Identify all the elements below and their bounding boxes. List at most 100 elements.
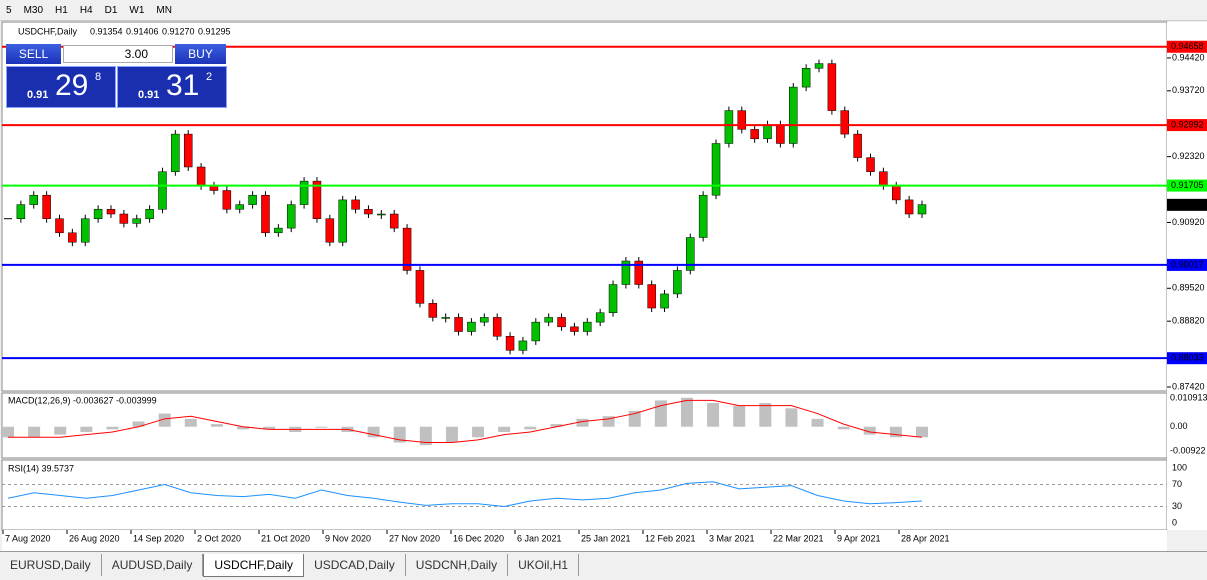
- candle: [377, 213, 386, 216]
- date-label: 14 Sep 2020: [133, 533, 184, 543]
- open: 0.91354: [90, 26, 123, 36]
- buy-button[interactable]: BUY: [175, 44, 226, 64]
- candle: [325, 218, 335, 243]
- close: 0.91295: [198, 26, 231, 36]
- macd-bar: [184, 418, 197, 427]
- ask-box[interactable]: 0.91 31 2: [117, 66, 227, 108]
- candle: [286, 204, 296, 229]
- date-label: 12 Feb 2021: [645, 533, 696, 543]
- candle: [505, 335, 515, 351]
- bid-pip: 8: [95, 71, 102, 83]
- candle: [338, 199, 347, 243]
- ask-pip: 2: [206, 71, 213, 83]
- candle: [16, 204, 26, 219]
- candle: [480, 317, 489, 323]
- candle: [647, 284, 656, 309]
- candle: [351, 199, 360, 210]
- chart-tab[interactable]: USDCNH,Daily: [406, 554, 509, 576]
- timeframe-button[interactable]: H4: [79, 5, 93, 16]
- chart-tab[interactable]: USDCAD,Daily: [304, 554, 406, 576]
- candle: [299, 180, 309, 205]
- macd-signal: [8, 399, 923, 444]
- candle: [724, 110, 734, 144]
- macd-bar: [54, 426, 67, 435]
- candle: [840, 110, 850, 135]
- timeframe-button[interactable]: 5: [6, 5, 12, 16]
- candle: [673, 270, 682, 295]
- level-label: 0.92992: [1171, 119, 1204, 129]
- timeframe-button[interactable]: MN: [156, 5, 172, 16]
- macd-bar: [498, 426, 511, 432]
- price-tick-label: 0.88820: [1172, 316, 1205, 326]
- candle: [660, 293, 669, 309]
- symbol: USDCHF,Daily: [18, 26, 78, 36]
- candle: [892, 185, 901, 201]
- price-tick-label: 0.90920: [1172, 217, 1205, 227]
- bid-big: 0.91: [27, 89, 49, 101]
- macd-bar: [785, 408, 798, 427]
- candle: [389, 213, 399, 229]
- macd-bar: [28, 426, 41, 438]
- macd-bar: [916, 426, 928, 438]
- timeframe-button[interactable]: M30: [23, 5, 44, 16]
- date-label: 27 Nov 2020: [389, 533, 440, 543]
- candle: [196, 166, 206, 187]
- chart-tab[interactable]: AUDUSD,Daily: [102, 554, 204, 576]
- candle: [801, 68, 811, 88]
- macd-bar: [550, 424, 563, 427]
- candle: [222, 190, 232, 210]
- candle: [737, 110, 747, 130]
- macd-label: MACD(12,26,9) -0.003627 -0.003999: [8, 395, 157, 405]
- macd-tick-label: 0.00: [1170, 421, 1188, 431]
- macd-bar: [263, 426, 276, 430]
- candle: [171, 133, 180, 172]
- candle: [364, 209, 373, 215]
- candle: [158, 171, 167, 210]
- rsi-tick-label: 30: [1172, 501, 1182, 511]
- candle: [106, 209, 116, 215]
- macd-bar: [367, 426, 380, 438]
- chart-tab[interactable]: USDCHF,Daily: [203, 554, 305, 577]
- chart-tab[interactable]: EURUSD,Daily: [0, 554, 102, 576]
- low: 0.91270: [162, 26, 195, 36]
- candle: [814, 63, 824, 69]
- macd-bar: [237, 426, 250, 430]
- candle: [634, 260, 644, 285]
- bid-main: 29: [55, 69, 89, 102]
- candle: [570, 326, 579, 332]
- chart-tab[interactable]: UKOil,H1: [508, 554, 580, 576]
- rsi-tick-label: 100: [1172, 462, 1187, 472]
- rsi-tick-label: 70: [1172, 479, 1182, 489]
- timeframe-button[interactable]: H1: [55, 5, 68, 16]
- rsi-tick-label: 0: [1172, 517, 1177, 527]
- macd-bar: [2, 426, 14, 438]
- bid-box[interactable]: 0.91 29 8: [6, 66, 116, 108]
- macd-bar: [315, 426, 328, 428]
- level-tag: [1167, 119, 1207, 132]
- sell-button[interactable]: SELL: [6, 44, 61, 64]
- price-axis: [1167, 22, 1207, 530]
- price-tick-label: 0.89520: [1172, 283, 1205, 293]
- level-label: 0.88033: [1171, 353, 1204, 363]
- macd-bar: [811, 418, 824, 427]
- price-tick-label: 0.93720: [1172, 85, 1205, 95]
- timeframe-button[interactable]: W1: [129, 5, 145, 16]
- level-label: 0.91705: [1171, 180, 1204, 190]
- candle: [557, 317, 566, 328]
- macd-bar: [576, 418, 589, 427]
- date-label: 28 Apr 2021: [901, 533, 950, 543]
- candle: [531, 321, 541, 342]
- ask-main: 31: [166, 69, 200, 102]
- rsi-label: RSI(14) 39.5737: [8, 463, 74, 473]
- candle: [261, 194, 270, 234]
- lots-input[interactable]: 3.00: [63, 45, 173, 63]
- level-label: 0.94658: [1171, 41, 1204, 51]
- macd-bar: [733, 405, 746, 427]
- candle: [29, 194, 38, 205]
- candle: [827, 63, 837, 111]
- candle: [183, 133, 193, 168]
- candle: [415, 270, 425, 304]
- macd-tick-label: 0.010913: [1170, 392, 1207, 402]
- timeframe-button[interactable]: D1: [104, 5, 118, 16]
- time-axis: [2, 530, 1167, 551]
